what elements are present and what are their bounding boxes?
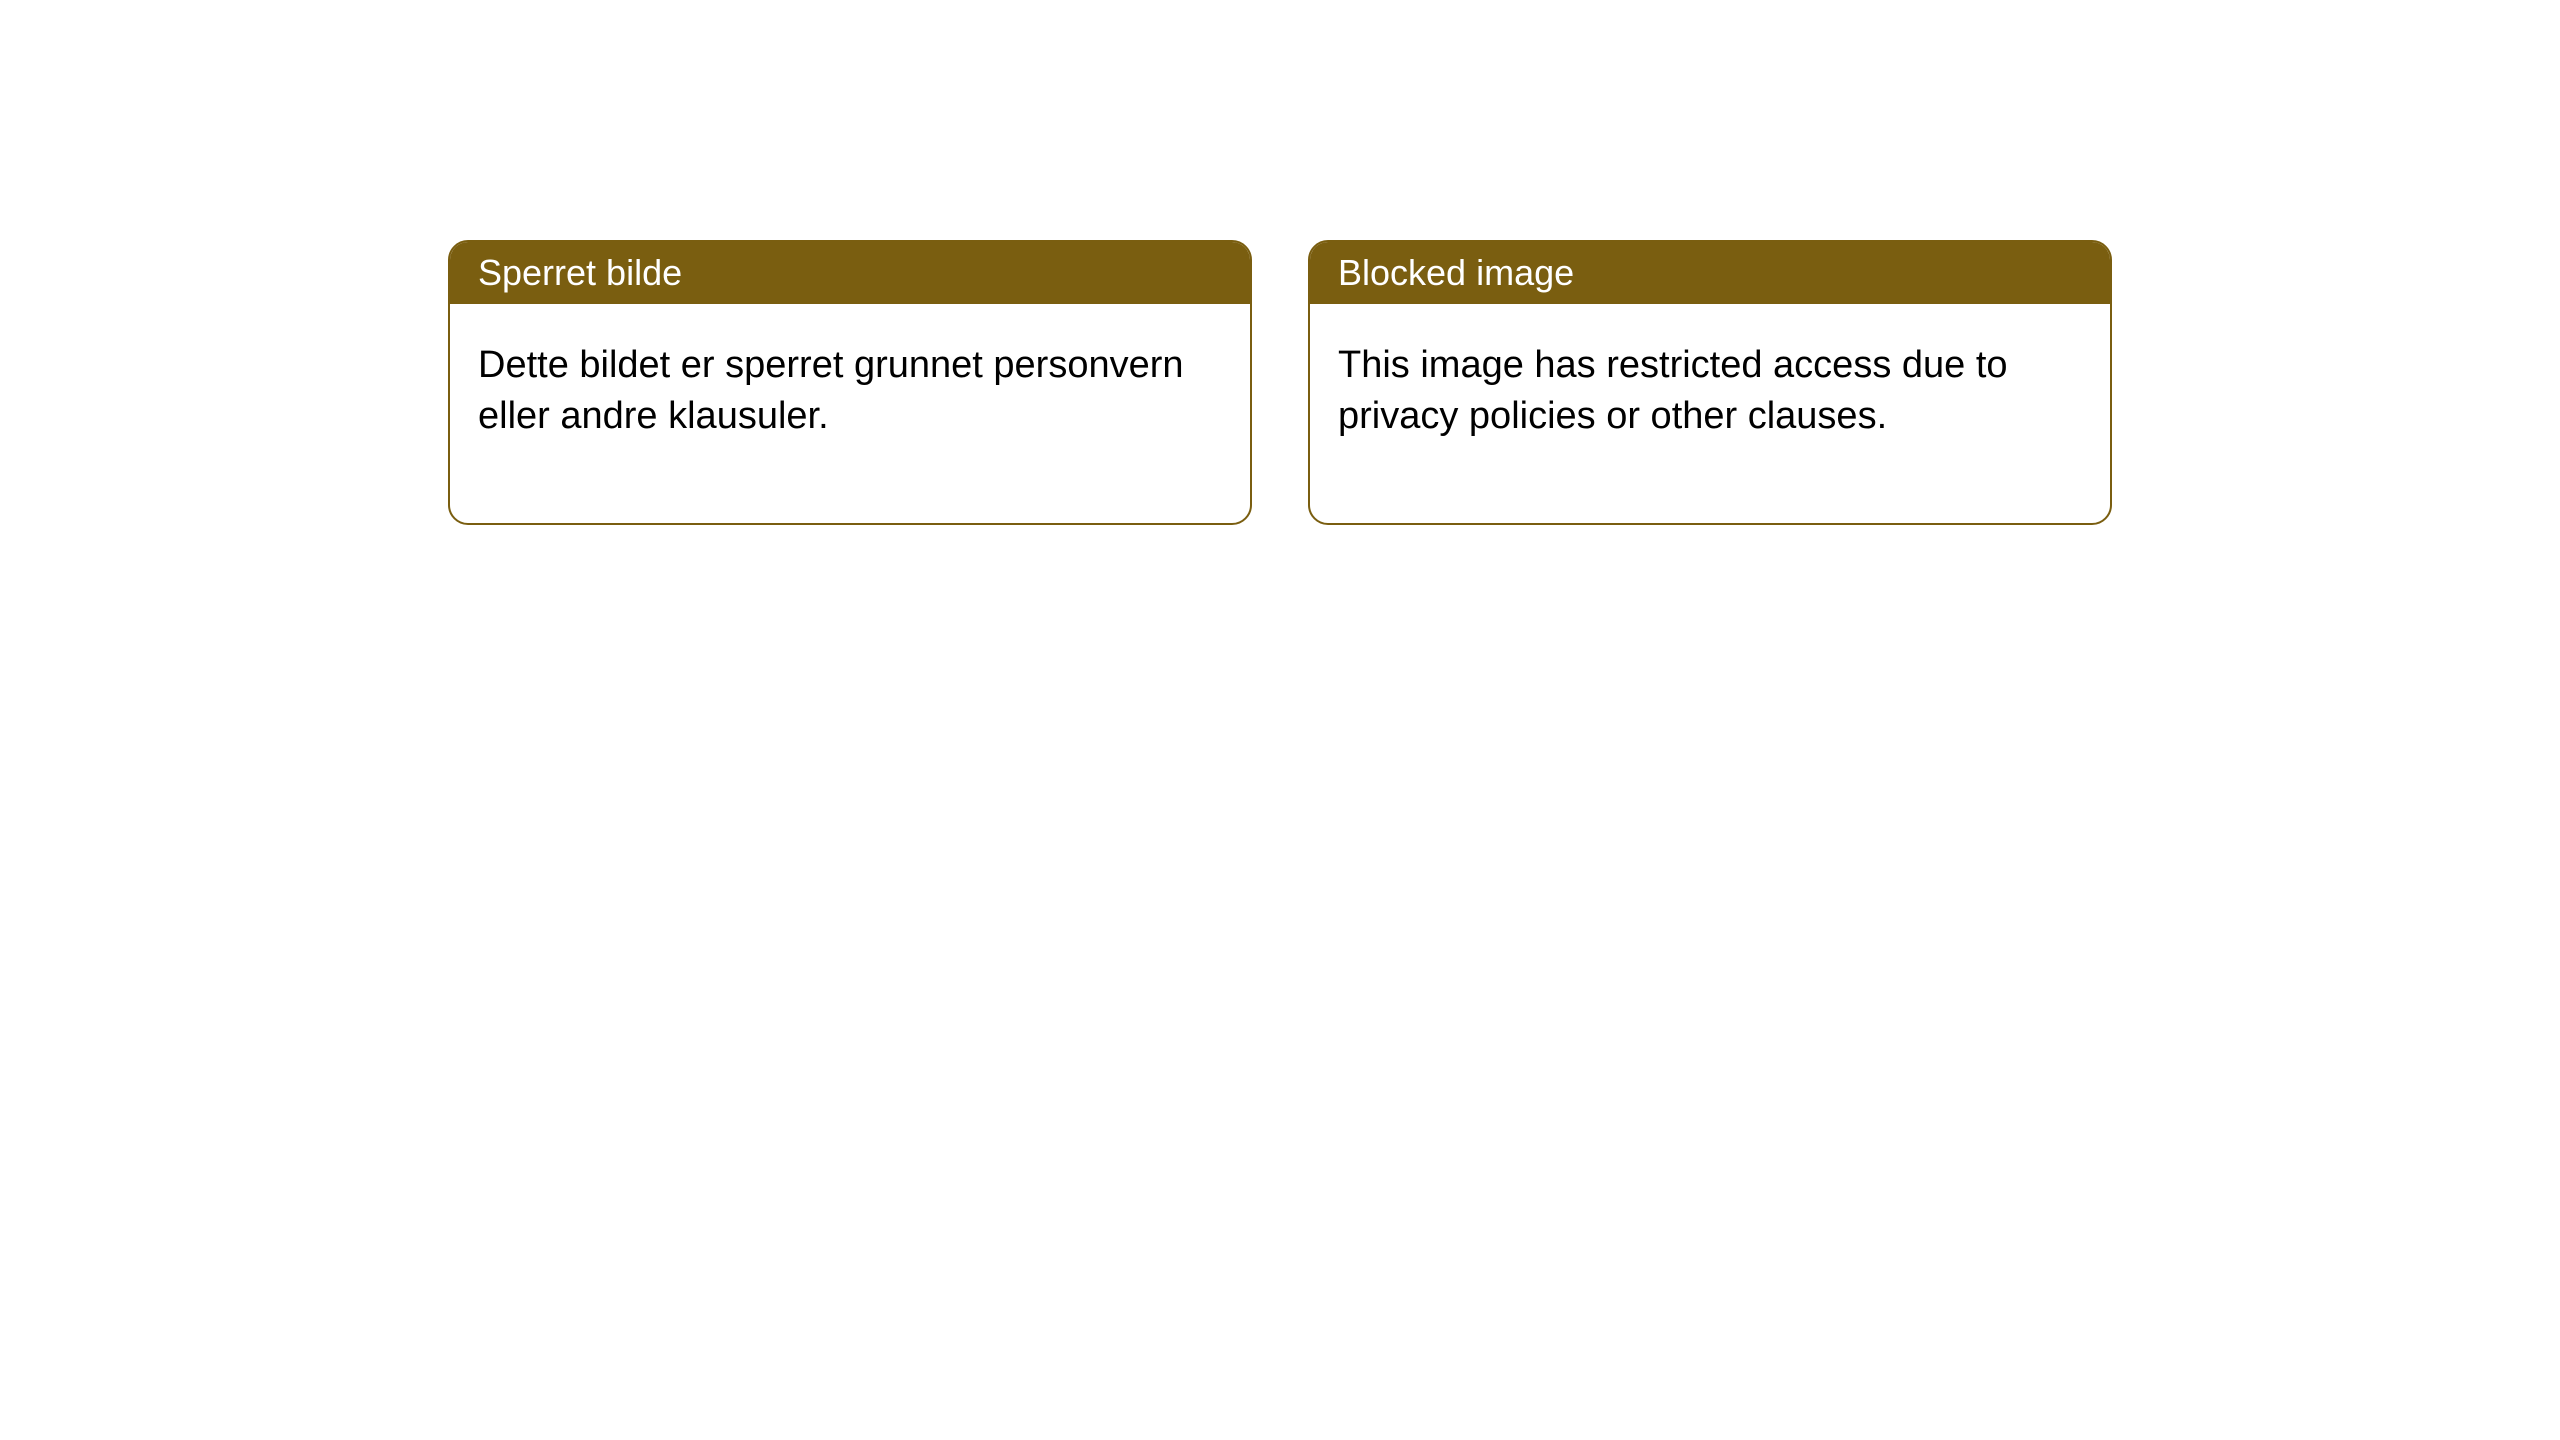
notice-title-english: Blocked image — [1310, 242, 2110, 304]
notice-title-norwegian: Sperret bilde — [450, 242, 1250, 304]
notice-card-english: Blocked image This image has restricted … — [1308, 240, 2112, 525]
notice-card-norwegian: Sperret bilde Dette bildet er sperret gr… — [448, 240, 1252, 525]
notice-container: Sperret bilde Dette bildet er sperret gr… — [0, 0, 2560, 525]
notice-body-english: This image has restricted access due to … — [1310, 304, 2110, 523]
notice-body-norwegian: Dette bildet er sperret grunnet personve… — [450, 304, 1250, 523]
